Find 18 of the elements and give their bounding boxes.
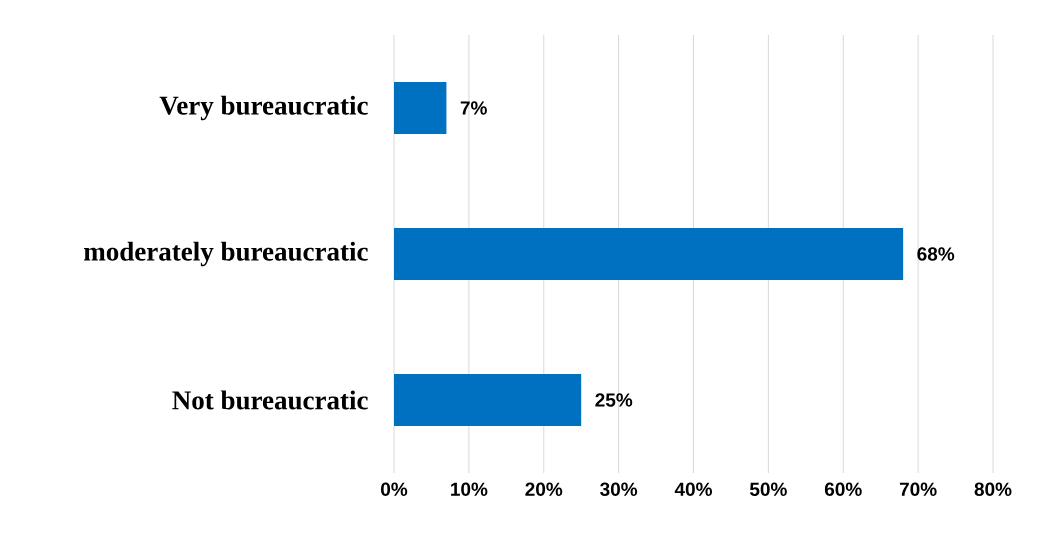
x-tick-label: 60% [824, 482, 862, 496]
x-tick-label: 70% [899, 482, 937, 496]
y-tick-label: moderately bureaucratic [84, 241, 368, 267]
x-tick-label: 0% [381, 482, 408, 496]
x-tick-label: 80% [974, 482, 1012, 496]
y-tick-label: Very bureaucratic [159, 95, 368, 121]
data-label: 68% [917, 247, 955, 261]
data-label: 7% [460, 101, 487, 115]
bar [394, 373, 582, 426]
x-tick-label: 10% [451, 482, 488, 496]
x-tick-label: 50% [749, 482, 787, 496]
x-tick-label: 30% [600, 482, 638, 497]
x-tick-label: 40% [674, 482, 712, 496]
y-tick-label: Not bureaucratic [172, 390, 368, 410]
bar [394, 228, 904, 280]
bar [394, 82, 447, 134]
data-label: 25% [595, 393, 633, 407]
x-tick-label: 20% [525, 482, 563, 496]
